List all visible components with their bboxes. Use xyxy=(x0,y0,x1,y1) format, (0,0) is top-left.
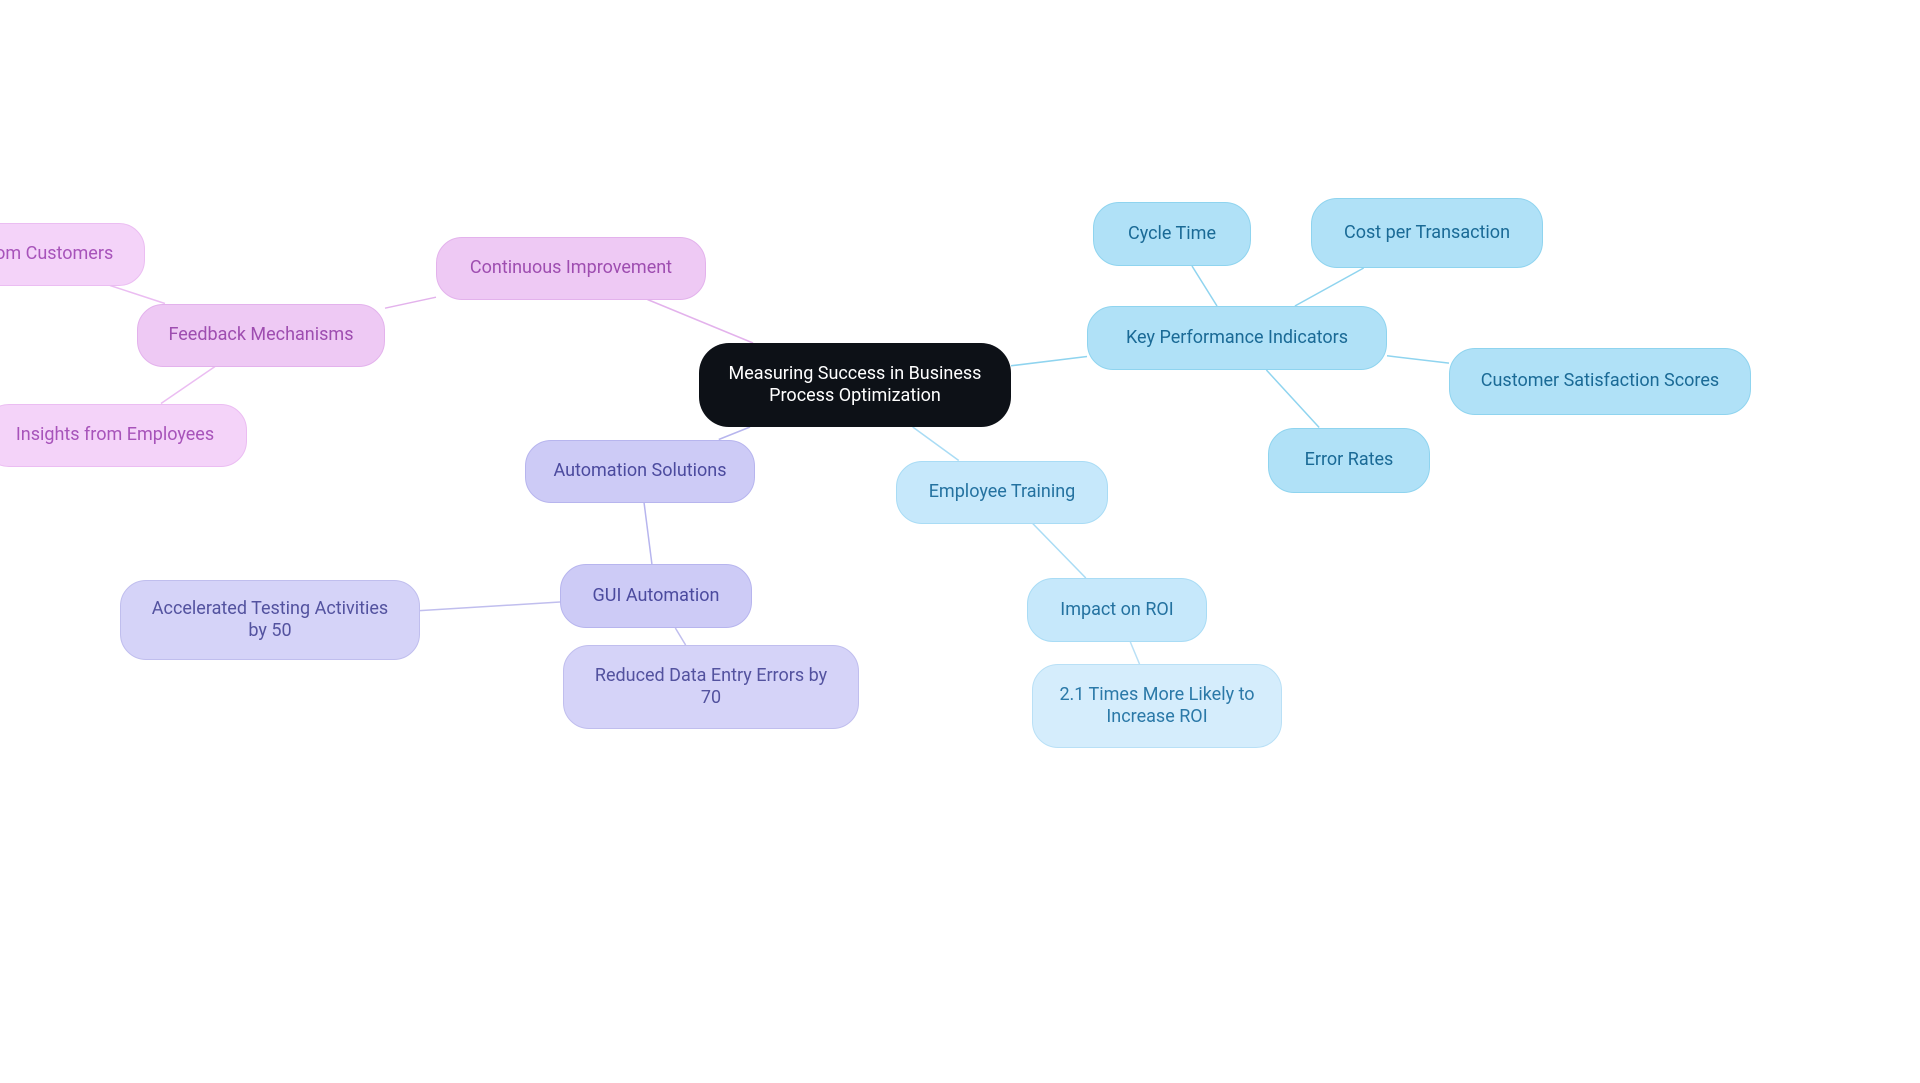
edge xyxy=(913,427,959,461)
edge xyxy=(644,503,652,565)
node-customer-satisfaction: Customer Satisfaction Scores xyxy=(1449,348,1751,415)
edge xyxy=(1033,524,1086,579)
mindmap-canvas: Measuring Success in Business Process Op… xyxy=(0,0,1920,1083)
node-kpi: Key Performance Indicators xyxy=(1087,306,1387,370)
node-insights-employees: Insights from Employees xyxy=(0,404,247,467)
node-automation-solutions: Automation Solutions xyxy=(525,440,755,503)
edge xyxy=(647,300,753,344)
node-accelerated-testing: Accelerated Testing Activities by 50 xyxy=(120,580,420,660)
edge xyxy=(1011,356,1087,365)
node-gui-automation: GUI Automation xyxy=(560,564,752,628)
node-cycle-time: Cycle Time xyxy=(1093,202,1251,266)
edge xyxy=(385,297,436,308)
edge xyxy=(1266,370,1319,428)
edges-layer xyxy=(0,0,1920,1083)
edge xyxy=(420,602,560,611)
node-error-rates: Error Rates xyxy=(1268,428,1430,493)
node-insights-customers: Insights from Customers xyxy=(0,223,145,286)
edge xyxy=(1295,268,1364,306)
node-continuous-improvement: Continuous Improvement xyxy=(436,237,706,300)
node-roi-detail: 2.1 Times More Likely to Increase ROI xyxy=(1032,664,1282,748)
edge xyxy=(1130,642,1139,664)
node-cost-per-transaction: Cost per Transaction xyxy=(1311,198,1543,268)
edge xyxy=(1387,356,1449,363)
edge xyxy=(161,367,215,404)
node-impact-on-roi: Impact on ROI xyxy=(1027,578,1207,642)
node-employee-training: Employee Training xyxy=(896,461,1108,524)
edge xyxy=(675,628,685,645)
node-feedback-mechanisms: Feedback Mechanisms xyxy=(137,304,385,367)
edge xyxy=(719,427,750,440)
edge xyxy=(1192,266,1217,306)
node-root: Measuring Success in Business Process Op… xyxy=(699,343,1011,427)
node-reduced-errors: Reduced Data Entry Errors by 70 xyxy=(563,645,859,729)
edge xyxy=(110,286,165,304)
